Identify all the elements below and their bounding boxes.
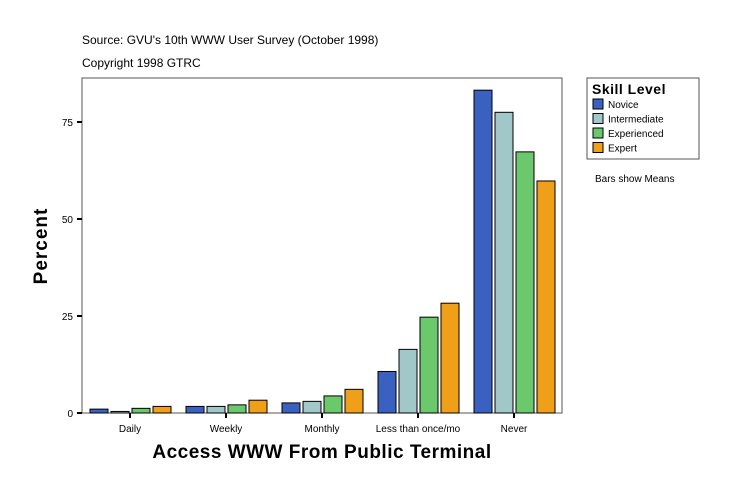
legend-swatch-expert (592, 142, 604, 153)
x-axis-label: Access WWW From Public Terminal (152, 442, 491, 463)
bar-experienced-3 (419, 316, 439, 414)
bar-expert-3 (440, 302, 460, 414)
copyright-text: Copyright 1998 GTRC (82, 56, 201, 70)
legend-swatch-novice (592, 98, 604, 110)
y-axis-label: Percent (31, 208, 52, 285)
bar-novice-1 (185, 405, 205, 414)
bar-intermediate-3 (398, 348, 418, 414)
bar-novice-0 (89, 408, 109, 414)
bar-expert-0 (152, 405, 172, 414)
legend-label-intermediate: Intermediate (608, 115, 664, 126)
legend-title: Skill Level (592, 81, 666, 97)
legend-label-expert: Expert (608, 144, 637, 155)
bar-expert-2 (344, 388, 364, 414)
bar-experienced-1 (227, 404, 247, 414)
bar-intermediate-1 (206, 405, 226, 414)
y-tick-label: 75 (62, 118, 74, 129)
bar-intermediate-0 (110, 410, 130, 414)
legend-swatch-intermediate (592, 113, 604, 124)
x-tick-label: Monthly (304, 424, 339, 435)
bar-experienced-0 (131, 407, 151, 414)
bar-novice-2 (281, 402, 301, 414)
source-text: Source: GVU's 10th WWW User Survey (Octo… (82, 33, 379, 47)
y-tick-label: 50 (62, 215, 74, 226)
bar-experienced-2 (323, 395, 343, 414)
legend-swatch-experienced (592, 127, 604, 139)
y-tick-label: 25 (62, 312, 74, 323)
x-tick-label: Never (501, 424, 528, 435)
bar-intermediate-2 (302, 400, 322, 414)
x-tick-label: Weekly (210, 424, 243, 435)
bar-expert-1 (248, 399, 268, 414)
legend-label-experienced: Experienced (608, 129, 664, 140)
bar-novice-4 (473, 89, 493, 414)
y-tick-label: 0 (67, 409, 73, 420)
bar-novice-3 (377, 370, 397, 414)
bar-intermediate-4 (494, 111, 514, 414)
x-tick-label: Daily (119, 424, 141, 435)
x-tick-label: Less than once/mo (376, 424, 461, 435)
bar-experienced-4 (515, 151, 535, 414)
legend-label-novice: Novice (608, 100, 639, 111)
bar-expert-4 (536, 180, 556, 414)
legend-box (586, 77, 700, 160)
means-note: Bars show Means (595, 174, 674, 185)
